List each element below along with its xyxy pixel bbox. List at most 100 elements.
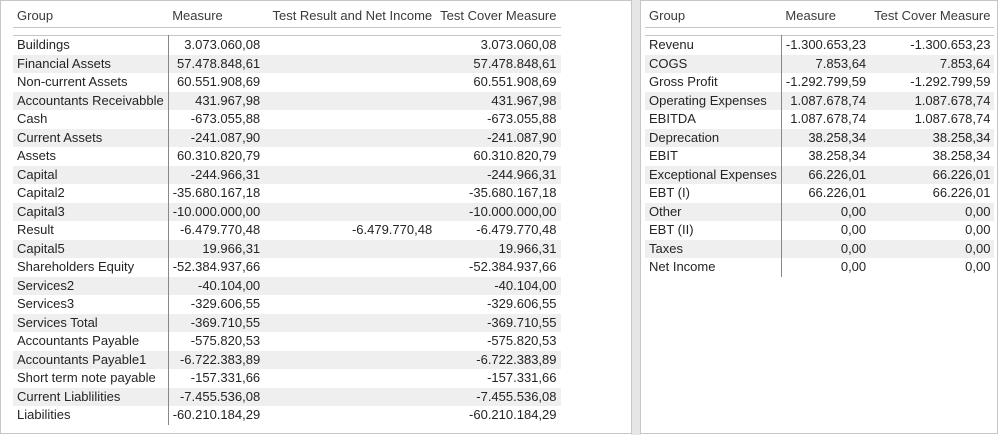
cell-test-cover: 38.258,34 (870, 128, 995, 147)
table-row[interactable]: Shareholders Equity -52.384.937,66 -52.384… (13, 258, 561, 277)
table-row[interactable]: EBT (I) 66.226,01 66.226,01 (645, 184, 994, 203)
cell-test-cover: -241.087,90 (436, 128, 561, 147)
cell-test-cover: 60.310.820,79 (473, 148, 557, 163)
cell-group: Gross Profit (645, 73, 782, 92)
cell-group: Services3 (13, 295, 169, 314)
cell-test-cover: -35.680.167,18 (469, 185, 557, 200)
table-row[interactable]: EBITDA 1.087.678,74 1.087.678,74 (645, 110, 994, 129)
balance-table: Group Measure Test Result and Net Income… (13, 5, 561, 425)
cell-test-cover: -10.000.000,00 (436, 202, 561, 221)
cell-measure: 0,00 (840, 259, 867, 274)
table-row[interactable]: Services2 -40.104,00 -40.104,00 (13, 276, 561, 295)
table-row[interactable]: Exceptional Expenses 66.226,01 66.226,01 (645, 165, 995, 184)
cell-group: Liabilities (13, 406, 169, 425)
cell-test-cover: -369.710,55 (436, 313, 561, 332)
cell-group: Capital3 (13, 202, 169, 221)
column-header-measure[interactable]: Measure (785, 8, 836, 23)
cell-measure: 1.087.678,74 (790, 111, 867, 126)
cell-measure: -7.455.536,08 (168, 387, 265, 406)
cell-test-cover: 0,00 (965, 222, 991, 237)
cell-measure: -1.300.653,23 (785, 37, 867, 52)
cell-group: Short term note payable (13, 369, 169, 388)
cell-test-result (264, 350, 437, 369)
table-row[interactable]: Net Income 0,00 0,00 (645, 258, 994, 277)
cell-group: Other (645, 202, 782, 221)
cell-test-cover: 3.073.060,08 (480, 37, 557, 52)
cell-test-result (264, 239, 437, 258)
cell-test-result: -6.479.770,48 (351, 222, 433, 237)
cell-group: EBIT (645, 147, 782, 166)
cell-test-cover: 0,00 (870, 202, 995, 221)
cell-test-cover: -244.966,31 (436, 165, 561, 184)
left-table-visual[interactable]: Group Measure Test Result and Net Income… (0, 0, 632, 434)
cell-test-result (264, 332, 436, 351)
table-row[interactable]: Capital -244.966,31 -244.966,31 (13, 165, 561, 184)
cell-measure: 3.073.060,08 (184, 37, 261, 52)
column-header-measure[interactable]: Measure (172, 8, 223, 23)
table-row[interactable]: Services Total -369.710,55 -369.710,55 (13, 313, 561, 332)
table-row[interactable]: Revenu -1.300.653,23 -1.300.653,23 (645, 35, 994, 55)
cell-measure: 7.853,64 (781, 54, 871, 73)
cell-measure: -244.966,31 (168, 165, 265, 184)
cell-test-cover: 0,00 (870, 239, 995, 258)
cell-group: Services Total (13, 313, 169, 332)
table-row[interactable]: Current Assets -241.087,90 -241.087,90 (13, 128, 561, 147)
table-row[interactable]: Short term note payable -157.331,66 -157.3… (13, 369, 561, 388)
cell-measure: 19.966,31 (168, 239, 265, 258)
cell-group: Current Liablilities (13, 387, 169, 406)
cell-test-cover: -157.331,66 (487, 370, 557, 385)
column-header-group[interactable]: Group (17, 8, 54, 23)
table-header-row: Group Measure Test Cover Measure (645, 5, 995, 28)
table-row[interactable]: Other 0,00 0,00 (645, 202, 995, 221)
table-row[interactable]: Gross Profit -1.292.799,59 -1.292.799,59 (645, 73, 994, 92)
cell-measure: -60.210.184,29 (172, 407, 261, 422)
column-header-test-cover[interactable]: Test Cover Measure (440, 8, 557, 23)
cell-group: Revenu (645, 35, 782, 55)
table-row[interactable]: Capital3 -10.000.000,00 -10.000.000,00 (13, 202, 561, 221)
cell-test-result (264, 313, 437, 332)
table-row[interactable]: Accountants Payable1 -6.722.383,89 -6.722.… (13, 350, 561, 369)
cell-test-cover: 66.226,01 (870, 165, 995, 184)
cell-test-cover: 0,00 (965, 259, 991, 274)
table-row[interactable]: Non-current Assets 60.551.908,69 60.551.90… (13, 73, 561, 92)
cell-test-cover: -673.055,88 (487, 111, 557, 126)
cell-measure: 0,00 (781, 239, 871, 258)
cell-group: Current Assets (13, 128, 169, 147)
right-table-visual[interactable]: Group Measure Test Cover Measure Revenu -… (640, 0, 998, 434)
table-row[interactable]: EBIT 38.258,34 38.258,34 (645, 147, 994, 166)
table-row[interactable]: Assets 60.310.820,79 60.310.820,79 (13, 147, 561, 166)
table-row[interactable]: Operating Expenses 1.087.678,74 1.087.678,… (645, 91, 995, 110)
table-row[interactable]: Accountants Payable -575.820,53 -575.820,5… (13, 332, 561, 351)
cell-test-cover: -1.292.799,59 (910, 74, 991, 89)
table-row[interactable]: Result -6.479.770,48 -6.479.770,48 -6.479.7… (13, 221, 561, 240)
table-row[interactable]: EBT (II) 0,00 0,00 (645, 221, 994, 240)
column-header-test-result[interactable]: Test Result and Net Income (272, 8, 433, 23)
table-header-row: Group Measure Test Result and Net Income… (13, 5, 561, 28)
cell-test-cover: -7.455.536,08 (436, 387, 561, 406)
cell-test-result (264, 73, 436, 92)
cell-test-result (264, 258, 436, 277)
table-row[interactable]: Buildings 3.073.060,08 3.073.060,08 (13, 35, 561, 55)
cell-measure: -6.479.770,48 (179, 222, 261, 237)
table-row[interactable]: Taxes 0,00 0,00 (645, 239, 995, 258)
table-row[interactable]: Accountants Receivabble 431.967,98 431.967… (13, 91, 561, 110)
table-row[interactable]: Capital2 -35.680.167,18 -35.680.167,18 (13, 184, 561, 203)
column-header-test-cover[interactable]: Test Cover Measure (874, 8, 991, 23)
table-row[interactable]: Liabilities -60.210.184,29 -60.210.184,29 (13, 406, 561, 425)
cell-test-cover: -52.384.937,66 (469, 259, 557, 274)
table-row[interactable]: Financial Assets 57.478.848,61 57.478.848,… (13, 54, 561, 73)
cell-test-cover: -6.722.383,89 (436, 350, 561, 369)
table-row[interactable]: COGS 7.853,64 7.853,64 (645, 54, 995, 73)
table-row[interactable]: Capital5 19.966,31 19.966,31 (13, 239, 561, 258)
table-row[interactable]: Deprecation 38.258,34 38.258,34 (645, 128, 995, 147)
cell-group: Non-current Assets (13, 73, 169, 92)
table-row[interactable]: Services3 -329.606,55 -329.606,55 (13, 295, 561, 314)
cell-test-result (264, 91, 437, 110)
table-row[interactable]: Current Liablilities -7.455.536,08 -7.455.… (13, 387, 561, 406)
column-header-group[interactable]: Group (649, 8, 686, 23)
cell-measure: 66.226,01 (808, 185, 867, 200)
cell-group: Exceptional Expenses (645, 165, 782, 184)
cell-test-cover: 1.087.678,74 (914, 111, 991, 126)
table-row[interactable]: Cash -673.055,88 -673.055,88 (13, 110, 561, 129)
cell-measure: -1.292.799,59 (785, 74, 867, 89)
